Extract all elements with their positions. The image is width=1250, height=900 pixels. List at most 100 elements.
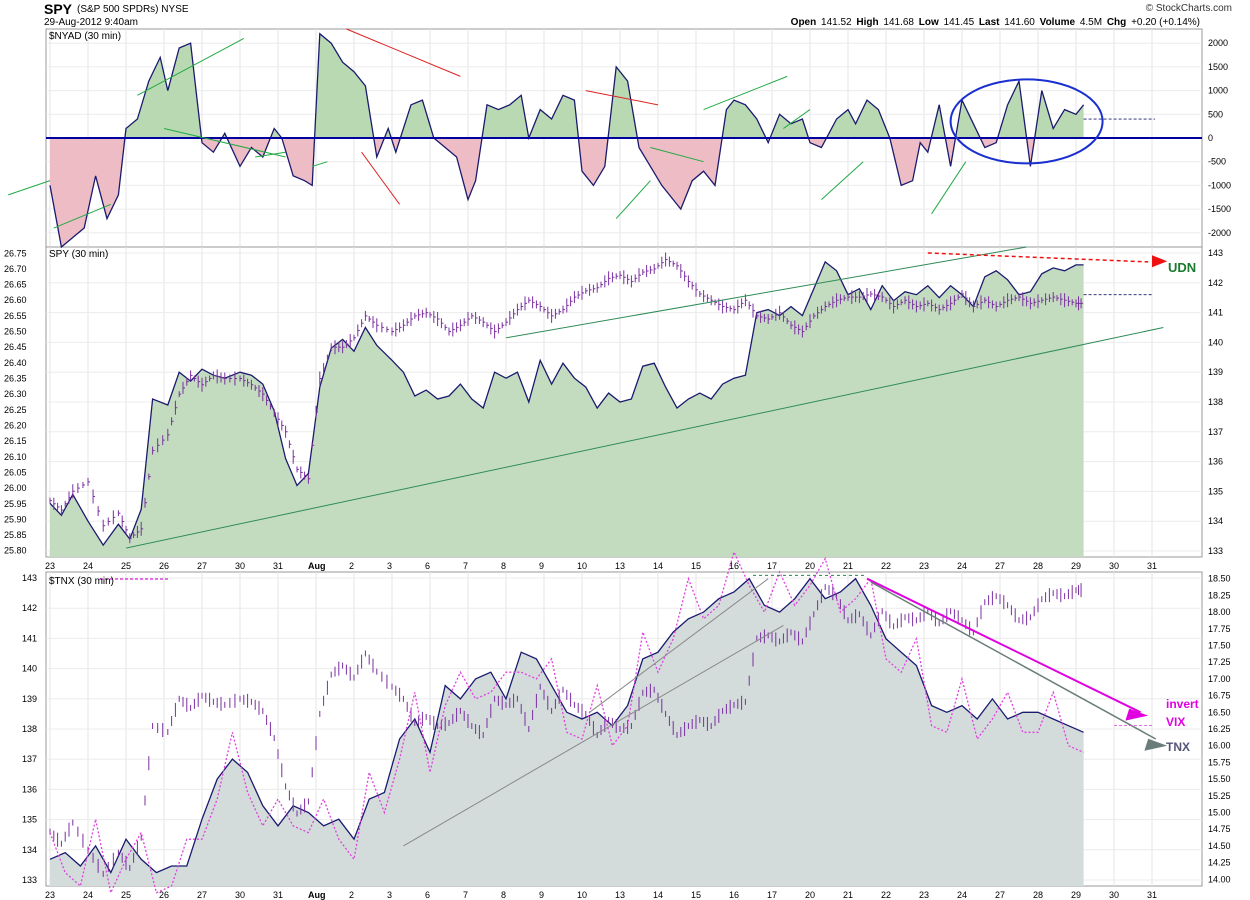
tnx-left-ytick-label: 139: [22, 694, 37, 704]
vix-down-arrow: [866, 577, 1142, 714]
udn-ytick-label: 26.75: [4, 248, 27, 258]
nyad-trendline: [931, 161, 967, 215]
udn-ytick-label: 26.70: [4, 264, 27, 274]
spy-ytick-label: 143: [1208, 248, 1223, 258]
udn-ytick-label: 26.65: [4, 280, 27, 290]
nyad-trendline: [312, 161, 328, 167]
chg-label: Chg: [1106, 17, 1127, 28]
date-label: 14: [653, 890, 663, 900]
tnx-left-ytick-label: 143: [22, 573, 37, 583]
date-label: 23: [45, 561, 55, 571]
nyad-trendline: [346, 28, 461, 77]
fullname-text: (S&P 500 SPDRs): [77, 4, 159, 15]
nyad-ytick-label: -1000: [1208, 180, 1231, 190]
chart-timestamp: 29-Aug-2012 9:40am: [44, 17, 138, 28]
date-label: 15: [691, 890, 701, 900]
spy-ytick-label: 133: [1208, 546, 1223, 556]
date-label: 25: [121, 890, 131, 900]
date-label: 30: [235, 561, 245, 571]
nyad-negative-area: [50, 138, 1084, 247]
tnx-lower-channel: [403, 625, 784, 847]
date-label: 8: [501, 561, 506, 571]
tnx-left-ytick-label: 138: [22, 724, 37, 734]
nyad-trendline: [703, 75, 788, 111]
nyad-ytick-label: 1500: [1208, 62, 1228, 72]
nyad-ytick-label: -500: [1208, 157, 1226, 167]
vix-label: VIX: [1166, 715, 1185, 729]
tnx-right-ytick-label: 15.50: [1208, 774, 1231, 784]
spy-ytick-label: 140: [1208, 337, 1223, 347]
spy-lower-trendline: [125, 326, 1164, 549]
spy-ytick-label: 142: [1208, 278, 1223, 288]
tnx-right-ytick-label: 18.25: [1208, 590, 1231, 600]
date-label: 16: [729, 561, 739, 571]
stockcharts-logo[interactable]: © StockCharts.com: [1145, 3, 1232, 14]
nyad-trendline: [615, 180, 651, 219]
date-label: 16: [729, 890, 739, 900]
date-label: 21: [843, 561, 853, 571]
date-label: 28: [1033, 561, 1043, 571]
spy-ytick-label: 134: [1208, 516, 1223, 526]
chart-symbol: SPY: [44, 1, 73, 17]
low-value: 141.45: [943, 17, 975, 28]
udn-ytick-label: 26.50: [4, 327, 27, 337]
high-value: 141.68: [883, 17, 914, 28]
udn-ytick-label: 26.60: [4, 295, 27, 305]
high-label: High: [856, 17, 879, 28]
udn-ytick-label: 26.10: [4, 452, 27, 462]
udn-ytick-label: 26.45: [4, 342, 27, 352]
date-label: 24: [83, 561, 93, 571]
date-label: 7: [463, 890, 468, 900]
udn-ytick-label: 26.30: [4, 389, 27, 399]
tnx-upper-channel: [589, 578, 769, 713]
tnx-right-ytick-label: 15.00: [1208, 808, 1231, 818]
spy-ytick-label: 141: [1208, 308, 1223, 318]
date-label: 24: [957, 561, 967, 571]
tnx-right-ytick-label: 16.75: [1208, 691, 1231, 701]
nyad-trendline: [821, 161, 864, 200]
date-label: 10: [577, 890, 587, 900]
date-label: Aug: [308, 561, 326, 571]
spy-ytick-label: 138: [1208, 397, 1223, 407]
nyad-ytick-label: 1000: [1208, 86, 1228, 96]
nyad-ytick-label: -1500: [1208, 204, 1231, 214]
date-label: 31: [1147, 890, 1157, 900]
spy-divergence-arrow: [927, 252, 1149, 263]
date-label: 23: [919, 890, 929, 900]
udn-ytick-label: 26.20: [4, 420, 27, 430]
date-label: 13: [615, 890, 625, 900]
udn-ytick-label: 26.15: [4, 436, 27, 446]
date-label: 28: [1033, 890, 1043, 900]
date-label: 27: [197, 561, 207, 571]
date-label: 30: [235, 890, 245, 900]
udn-ytick-label: 26.05: [4, 467, 27, 477]
spy-line: [49, 260, 1084, 547]
nyad-ytick-label: -2000: [1208, 228, 1231, 238]
date-label: 26: [159, 890, 169, 900]
date-label: 27: [995, 890, 1005, 900]
nyad-ytick-label: 500: [1208, 109, 1223, 119]
date-label: 7: [463, 561, 468, 571]
date-label: 31: [273, 561, 283, 571]
tnx-right-ytick-label: 14.75: [1208, 824, 1231, 834]
nyad-trendline: [361, 151, 401, 205]
nyad-trendline: [163, 128, 286, 158]
date-label: 22: [881, 890, 891, 900]
date-label: 3: [387, 890, 392, 900]
date-label: 30: [1109, 890, 1119, 900]
nyad-trendline: [255, 151, 286, 158]
chart-fullname: (S&P 500 SPDRs) NYSE: [77, 4, 189, 15]
date-label: 30: [1109, 561, 1119, 571]
tnx-right-ytick-label: 17.00: [1208, 674, 1231, 684]
tnx-left-ytick-label: 134: [22, 845, 37, 855]
spy-ytick-label: 139: [1208, 367, 1223, 377]
date-label: 6: [425, 561, 430, 571]
low-label: Low: [918, 17, 939, 28]
quote-summary: Open 141.52 High 141.68 Low 141.45 Last …: [789, 17, 1200, 28]
nyad-highlight-circle: [949, 78, 1104, 165]
date-label: 21: [843, 890, 853, 900]
date-label: 29: [1071, 561, 1081, 571]
date-label: 31: [1147, 561, 1157, 571]
date-label: 22: [881, 561, 891, 571]
